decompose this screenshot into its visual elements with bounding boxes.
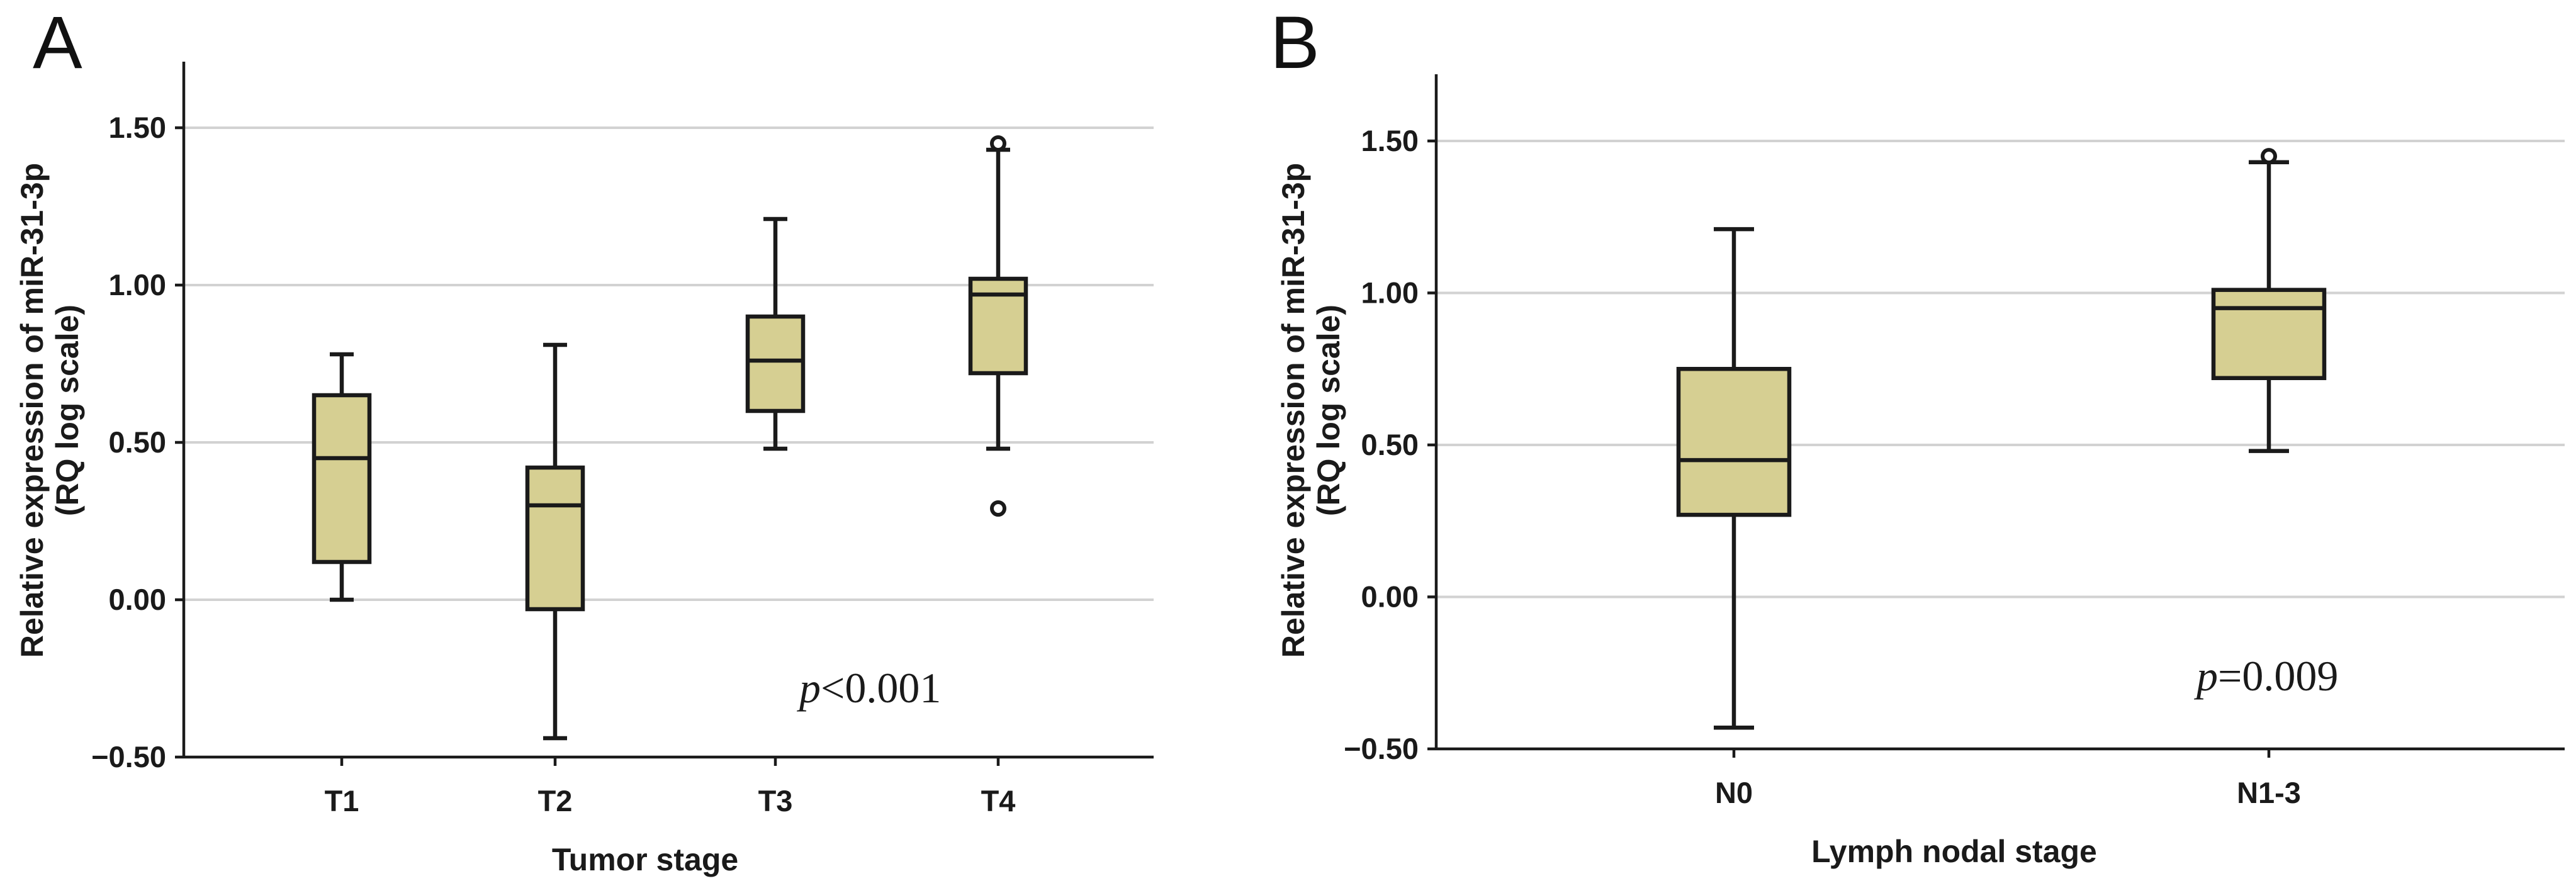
panel-a-p-value-number: <0.001 — [821, 664, 941, 712]
panel-a-y-tick-label: 0.50 — [109, 425, 166, 459]
panel-b-y-tick-label: −0.50 — [1344, 732, 1419, 765]
panel-b-y-axis-title: Relative expression of miR-31-3p (RQ log… — [1276, 163, 1346, 658]
panel-a-x-tick-label: T2 — [538, 784, 573, 817]
panel-a-x-axis-title: Tumor stage — [552, 842, 738, 877]
panel-a-y-tick-label: 0.00 — [109, 583, 166, 616]
panel-b-y-tick-label: 0.50 — [1361, 428, 1419, 461]
panel-b-box-n0 — [1676, 227, 1792, 730]
panel-b-p-value-number: =0.009 — [2218, 652, 2338, 700]
panel-a-y-axis-title: Relative expression of miR-31-3p (RQ log… — [14, 163, 85, 658]
panel-b-x-ticks: N0 N1-3 — [1715, 749, 2301, 809]
panel-a-x-tick-label: T4 — [981, 784, 1016, 817]
panel-a-iqr-box — [745, 314, 806, 413]
panel-a-x-tick-label: T3 — [758, 784, 793, 817]
panel-b-y-axis-title-line-1: Relative expression of miR-31-3p — [1276, 163, 1311, 658]
panel-a-box-t2 — [525, 342, 585, 741]
panel-b-x-tick-label: N1-3 — [2237, 776, 2301, 809]
panel-b-y-tick-label: 0.00 — [1361, 580, 1419, 614]
panel-b-x-tick-label: N0 — [1715, 776, 1753, 809]
panel-b-iqr-box — [1676, 367, 1792, 517]
panel-a: A −0.50 0.00 0.50 1.00 1.50 T1 T2 T3 T4 Tumor s… — [14, 1, 1154, 877]
panel-b-box-n1-3 — [2211, 148, 2327, 453]
panel-a-x-tick-label: T1 — [325, 784, 359, 817]
panel-a-box-t4 — [968, 135, 1028, 517]
panel-a-outlier-point — [990, 135, 1006, 152]
panel-b: B −0.50 0.00 0.50 1.00 1.50 N0 N1-3 Lymph nod… — [1270, 1, 2565, 869]
panel-a-y-tick-label: −0.50 — [91, 740, 166, 773]
panel-a-x-ticks: T1 T2 T3 T4 — [325, 757, 1016, 817]
panel-a-boxes — [312, 135, 1028, 741]
panel-a-y-axis-title-line-1: Relative expression of miR-31-3p — [14, 163, 50, 658]
panel-b-p-value: p=0.009 — [2194, 652, 2338, 700]
panel-a-y-axis-title-line-2: (RQ log scale) — [50, 305, 85, 516]
panel-b-y-tick-label: 1.00 — [1361, 276, 1419, 310]
panel-b-iqr-box — [2211, 288, 2327, 380]
panel-a-p-value: p<0.001 — [797, 664, 941, 712]
panel-a-iqr-box — [525, 465, 585, 612]
panel-b-p-value-symbol: p — [2194, 652, 2218, 700]
panel-b-y-ticks: −0.50 0.00 0.50 1.00 1.50 — [1344, 124, 1436, 765]
panel-a-box-t1 — [312, 352, 372, 602]
panel-a-letter: A — [33, 1, 82, 84]
panel-a-y-ticks: −0.50 0.00 0.50 1.00 1.50 — [91, 111, 184, 773]
panel-b-gridlines — [1436, 140, 2565, 598]
panel-a-iqr-box — [312, 393, 372, 564]
panel-b-letter: B — [1270, 1, 1320, 84]
panel-a-y-tick-label: 1.00 — [109, 268, 166, 301]
panel-a-p-value-symbol: p — [797, 664, 821, 712]
panel-a-outlier-point — [990, 500, 1006, 517]
panel-b-outlier-point — [2261, 148, 2277, 165]
panel-b-boxes — [1676, 148, 2327, 730]
panel-b-y-axis-title-line-2: (RQ log scale) — [1311, 305, 1346, 516]
panel-b-x-axis-title: Lymph nodal stage — [1811, 834, 2097, 869]
panel-a-y-tick-label: 1.50 — [109, 111, 166, 144]
panel-b-y-tick-label: 1.50 — [1361, 124, 1419, 157]
panel-a-box-t3 — [745, 216, 806, 451]
